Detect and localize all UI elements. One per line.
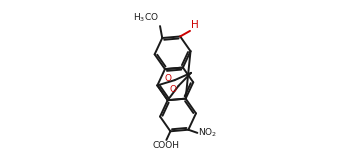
- Text: H: H: [191, 20, 199, 30]
- Text: COOH: COOH: [153, 141, 180, 150]
- Text: O: O: [164, 75, 171, 83]
- Text: NO$_2$: NO$_2$: [198, 127, 217, 139]
- Text: H$_3$CO: H$_3$CO: [133, 12, 159, 24]
- Text: O: O: [170, 85, 177, 94]
